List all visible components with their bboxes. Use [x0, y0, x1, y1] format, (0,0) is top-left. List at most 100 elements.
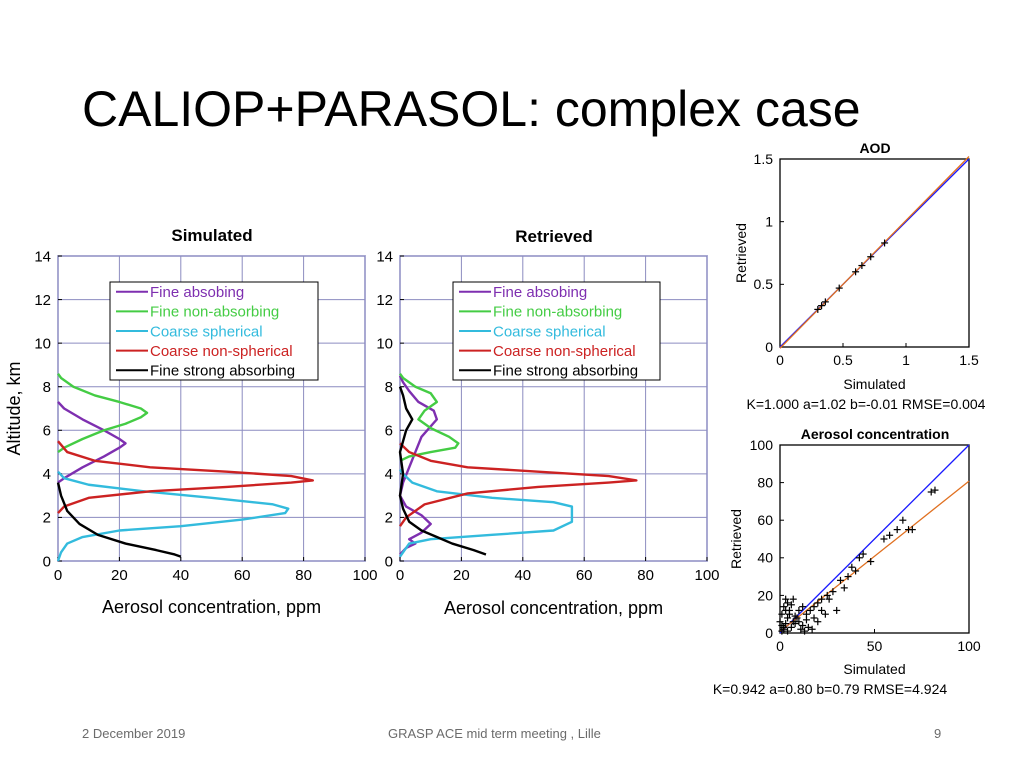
data-point	[886, 531, 894, 539]
data-point	[780, 603, 788, 611]
data-point	[844, 573, 852, 581]
data-point	[818, 606, 826, 614]
legend-label: Coarse non-spherical	[150, 343, 293, 360]
data-point	[784, 614, 792, 622]
data-point	[858, 262, 866, 270]
series-line-coarse-non-spherical	[399, 442, 638, 527]
y-tick-label: 40	[757, 550, 773, 566]
x-tick-label: 80	[295, 567, 312, 584]
series-line-coarse-spherical	[56, 470, 290, 562]
x-tick-label: 0.5	[833, 352, 853, 368]
legend-label: Fine absobing	[493, 284, 587, 301]
y-tick-label: 20	[757, 587, 773, 603]
legend-label: Fine strong absorbing	[150, 362, 295, 379]
y-tick-label: 2	[43, 510, 51, 527]
x-tick-label: 40	[514, 567, 531, 584]
x-axis-label: Simulated	[843, 661, 905, 677]
data-point	[821, 610, 829, 618]
y-tick-label: 14	[376, 248, 393, 265]
y-tick-label: 0	[385, 553, 393, 570]
data-point	[818, 302, 826, 310]
data-point	[848, 563, 856, 571]
data-point	[795, 606, 803, 614]
y-tick-label: 0.5	[754, 276, 774, 292]
legend-label: Coarse spherical	[493, 323, 606, 340]
y-tick-label: 12	[376, 292, 393, 309]
legend-label: Fine absobing	[150, 284, 244, 301]
data-point	[810, 603, 818, 611]
y-tick-label: 8	[385, 379, 393, 396]
data-point	[808, 625, 816, 633]
data-point	[776, 618, 784, 626]
chart-title: Aerosol concentration	[801, 426, 950, 442]
x-tick-label: 60	[234, 567, 251, 584]
data-point	[799, 603, 807, 611]
data-point	[829, 588, 837, 596]
series-line-fine-non-absorbing	[57, 372, 149, 454]
y-tick-label: 2	[385, 510, 393, 527]
y-tick-label: 0	[43, 553, 51, 570]
data-point	[814, 305, 822, 313]
legend-label: Coarse spherical	[150, 323, 263, 340]
data-point	[782, 606, 790, 614]
y-tick-label: 12	[34, 292, 51, 309]
x-tick-label: 80	[637, 567, 654, 584]
data-point	[833, 606, 841, 614]
data-point	[881, 239, 889, 247]
data-point	[780, 625, 788, 633]
data-point	[867, 253, 875, 261]
chart-1: Retrieved 0 20 40 60 80 100 0 2 4 6 8 10 12 14 Aerosol …	[376, 227, 719, 618]
y-tick-label: 100	[750, 437, 774, 453]
y-tick-label: 0	[765, 625, 773, 641]
fit-statistics: K=1.000 a=1.02 b=-0.01 RMSE=0.004	[747, 396, 986, 412]
x-tick-label: 50	[867, 638, 883, 654]
x-tick-label: 0	[776, 352, 784, 368]
chart-2: AOD 0 0.5 1 1.5 0 0.5 1 1.5 Simulated Retrieved K=1…	[733, 140, 986, 412]
legend-label: Fine non-absorbing	[493, 304, 622, 321]
y-tick-label: 1.5	[754, 151, 774, 167]
data-point	[927, 488, 935, 496]
y-tick-label: 8	[43, 379, 51, 396]
data-point	[908, 526, 916, 534]
chart-3: Aerosol concentration 0 50 100 0 20 40 60 80 100 S…	[713, 426, 981, 697]
y-tick-label: 10	[376, 335, 393, 352]
y-axis-label: Retrieved	[728, 509, 744, 569]
data-point	[814, 618, 822, 626]
data-point	[835, 284, 843, 292]
footer-date: 2 December 2019	[82, 726, 186, 741]
series-line-fine-absorbing	[57, 401, 127, 484]
series-line-fine-strong-absorbing	[56, 482, 182, 558]
data-point	[787, 623, 795, 631]
data-point	[787, 601, 795, 609]
x-tick-label: 20	[111, 567, 128, 584]
legend-label: Fine non-absorbing	[150, 304, 279, 321]
data-point	[852, 268, 860, 276]
chart-title: Retrieved	[515, 227, 592, 246]
fit-statistics: K=0.942 a=0.80 b=0.79 RMSE=4.924	[713, 681, 948, 697]
data-point	[836, 576, 844, 584]
data-point	[893, 526, 901, 534]
legend: Fine absobing Fine non-absorbing Coarse sp…	[452, 281, 661, 381]
y-tick-label: 6	[385, 423, 393, 440]
data-point	[782, 620, 790, 628]
x-tick-label: 100	[694, 567, 719, 584]
chart-title: Simulated	[171, 226, 252, 245]
y-tick-label: 60	[757, 512, 773, 528]
series-line-fine-absorbing	[398, 375, 439, 556]
data-point	[804, 623, 812, 631]
data-point	[821, 298, 829, 306]
y-tick-label: 4	[43, 466, 51, 483]
y-axis-label: Retrieved	[733, 223, 749, 283]
page-number: 9	[934, 726, 942, 741]
series-line-coarse-non-spherical	[57, 440, 315, 514]
footer-event: GRASP ACE mid term meeting , Lille	[388, 726, 601, 741]
y-tick-label: 1	[765, 214, 773, 230]
x-tick-label: 0	[776, 638, 784, 654]
data-point	[801, 627, 809, 635]
y-tick-label: 0	[765, 339, 773, 355]
data-point	[823, 591, 831, 599]
data-point	[859, 550, 867, 558]
series-line-coarse-spherical	[399, 468, 574, 558]
x-tick-label: 0	[396, 567, 404, 584]
